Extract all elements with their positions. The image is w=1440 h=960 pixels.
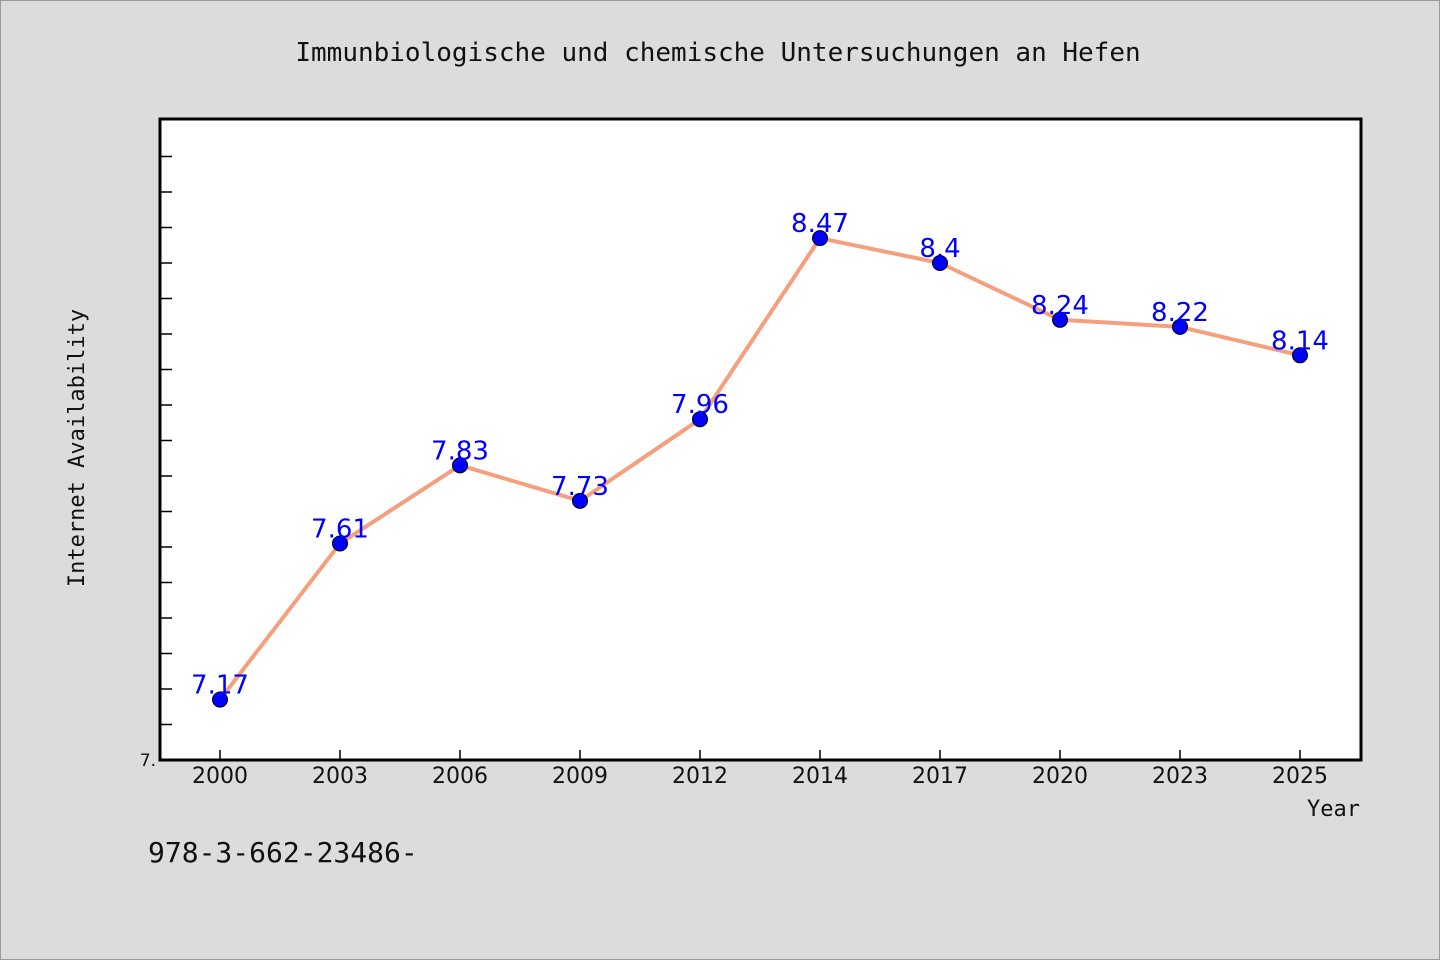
- data-point: [332, 535, 348, 552]
- x-tick-label: 2003: [312, 764, 368, 789]
- chart-title: Immunbiologische und chemische Untersuch…: [295, 38, 1140, 68]
- x-tick-label: 2020: [1032, 764, 1088, 789]
- y-axis-ticks: 7.: [140, 155, 172, 771]
- data-label: 8.14: [1271, 326, 1329, 356]
- x-axis-ticks: 2000 2003 2006 2009 2012 2014 2017 2020 2023 2025: [192, 750, 1328, 789]
- footer-text: 978-3-662-23486-: [148, 836, 418, 869]
- data-labels-group: 7.17 7.61 7.83 7.73 7.96 8.47 8.4 8.24 8.22 8.14: [191, 209, 1329, 701]
- data-label: 8.22: [1151, 298, 1209, 328]
- series-line: [218, 236, 1301, 701]
- y-axis-label: Internet Availability: [65, 309, 90, 587]
- data-label: 7.17: [191, 671, 249, 701]
- data-point: [812, 230, 828, 247]
- data-label: 8.24: [1031, 291, 1089, 321]
- data-point: [572, 492, 588, 509]
- data-label: 7.83: [431, 436, 489, 466]
- data-point: [692, 411, 708, 428]
- series-line-group: [218, 236, 1301, 701]
- x-tick-label: 2012: [672, 764, 728, 789]
- data-label: 7.61: [311, 514, 369, 544]
- data-label: 7.73: [551, 472, 609, 502]
- x-tick-label: 2023: [1152, 764, 1208, 789]
- data-point: [1172, 318, 1188, 335]
- x-tick-label: 2000: [192, 764, 248, 789]
- data-point: [932, 255, 948, 271]
- x-tick-label: 2009: [552, 764, 608, 789]
- y-tick-label: 7.: [140, 751, 156, 771]
- data-point: [212, 691, 228, 708]
- data-point: [452, 457, 468, 474]
- x-tick-label: 2025: [1272, 764, 1328, 789]
- plot-area: [158, 117, 1363, 762]
- x-tick-label: 2017: [912, 764, 968, 789]
- series-markers-group: [212, 230, 1308, 708]
- x-axis-label: Year: [1307, 797, 1360, 822]
- data-label: 8.47: [791, 209, 849, 239]
- data-point: [1052, 311, 1068, 328]
- data-label: 7.96: [671, 390, 729, 420]
- data-point: [1292, 347, 1308, 364]
- x-tick-label: 2014: [792, 764, 848, 789]
- x-tick-label: 2006: [432, 764, 488, 789]
- data-label: 8.4: [919, 234, 960, 264]
